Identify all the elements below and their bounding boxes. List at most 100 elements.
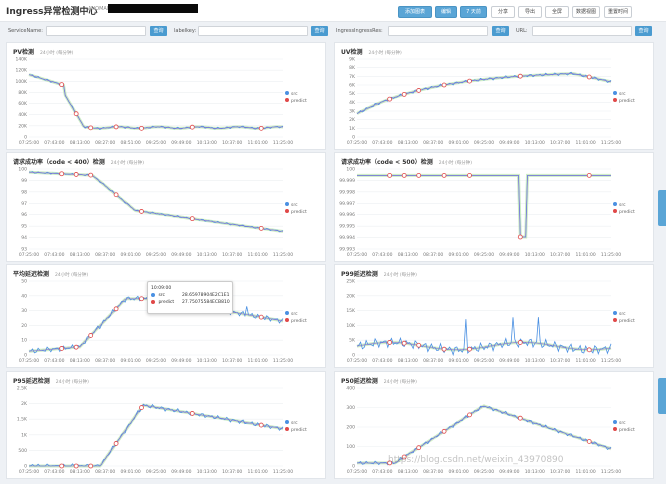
anomaly-marker[interactable] [467, 172, 472, 178]
anomaly-marker[interactable] [139, 125, 144, 131]
anomaly-marker[interactable] [416, 172, 422, 178]
anomaly-marker[interactable] [113, 192, 119, 198]
anomaly-marker[interactable] [113, 124, 119, 130]
anomaly-marker[interactable] [387, 340, 393, 345]
anomaly-marker[interactable] [258, 125, 264, 131]
anomaly-marker[interactable] [387, 460, 393, 466]
anomaly-marker[interactable] [113, 306, 119, 312]
anomaly-marker[interactable] [88, 463, 94, 469]
service-query-button[interactable]: 查询 [150, 26, 167, 36]
anomaly-marker[interactable] [189, 411, 195, 416]
anomaly-marker[interactable] [73, 344, 79, 350]
anomaly-marker[interactable] [88, 333, 94, 338]
anomaly-marker[interactable] [441, 172, 447, 178]
service-name-input[interactable] [46, 26, 146, 36]
src-series-line[interactable] [28, 403, 284, 467]
anomaly-marker[interactable] [59, 82, 65, 88]
anomaly-marker[interactable] [517, 234, 523, 240]
legend-predict[interactable]: predict [613, 209, 643, 216]
legend-predict[interactable]: predict [285, 209, 315, 216]
anomaly-marker[interactable] [467, 412, 472, 418]
legend-src[interactable]: src [285, 311, 315, 318]
anomaly-marker[interactable] [467, 346, 472, 352]
anomaly-marker[interactable] [73, 172, 79, 177]
anomaly-marker[interactable] [401, 454, 407, 460]
anomaly-marker[interactable] [441, 82, 447, 88]
src-series-line[interactable] [357, 175, 611, 238]
anomaly-marker[interactable] [401, 340, 407, 346]
anomaly-marker[interactable] [258, 422, 264, 428]
predict-series-line[interactable] [28, 74, 284, 129]
fullscreen-button[interactable]: 全屏 [545, 6, 569, 18]
anomaly-marker[interactable] [416, 88, 422, 93]
legend-predict[interactable]: predict [285, 98, 315, 105]
reset-time-button[interactable]: 重置时间 [604, 6, 632, 18]
anomaly-marker[interactable] [139, 405, 144, 410]
add-chart-button[interactable]: 添加图表 [398, 6, 432, 18]
legend-src[interactable]: src [285, 91, 315, 98]
legend-predict[interactable]: predict [613, 318, 643, 325]
anomaly-marker[interactable] [517, 73, 523, 79]
anomaly-marker[interactable] [139, 209, 144, 214]
export-button[interactable]: 导出 [518, 6, 542, 18]
url-query-button[interactable]: 查询 [635, 26, 652, 36]
anomaly-marker[interactable] [416, 342, 422, 348]
legend-src[interactable]: src [285, 420, 315, 427]
legend-src[interactable]: src [285, 202, 315, 209]
anomaly-marker[interactable] [586, 74, 592, 80]
anomaly-marker[interactable] [189, 124, 195, 130]
legend-predict[interactable]: predict [285, 318, 315, 325]
label-key-input[interactable] [198, 26, 308, 36]
data-view-button[interactable]: 数据视图 [572, 6, 600, 18]
anomaly-marker[interactable] [73, 463, 79, 469]
legend-predict[interactable]: predict [613, 98, 643, 105]
anomaly-marker[interactable] [517, 340, 523, 345]
anomaly-marker[interactable] [441, 428, 447, 434]
ingress-input[interactable] [388, 26, 488, 36]
anomaly-marker[interactable] [258, 225, 264, 231]
anomaly-marker[interactable] [586, 347, 592, 353]
anomaly-marker[interactable] [401, 91, 407, 97]
predict-series-line[interactable] [356, 342, 612, 351]
anomaly-marker[interactable] [586, 172, 592, 178]
time-range-button[interactable]: 7 天前 [460, 6, 487, 18]
src-series-line[interactable] [28, 74, 284, 130]
predict-series-line[interactable] [357, 175, 611, 238]
url-input[interactable] [532, 26, 632, 36]
legend-src[interactable]: src [613, 420, 643, 427]
anomaly-marker[interactable] [88, 125, 94, 131]
share-button[interactable]: 分享 [491, 6, 515, 18]
ingress-query-button[interactable]: 查询 [492, 26, 509, 36]
side-tab-lower[interactable] [658, 378, 666, 414]
label-query-button[interactable]: 查询 [311, 26, 328, 36]
src-series-line[interactable] [356, 317, 612, 357]
predict-series-line[interactable] [357, 405, 612, 464]
anomaly-marker[interactable] [441, 346, 447, 352]
legend-src[interactable]: src [613, 311, 643, 318]
anomaly-marker[interactable] [139, 296, 144, 302]
predict-series-line[interactable] [28, 171, 284, 232]
anomaly-marker[interactable] [387, 96, 393, 102]
anomaly-marker[interactable] [113, 441, 119, 446]
legend-src[interactable]: src [613, 91, 643, 98]
anomaly-marker[interactable] [401, 172, 407, 178]
predict-series-line[interactable] [356, 73, 612, 114]
anomaly-marker[interactable] [59, 463, 65, 469]
legend-predict[interactable]: predict [285, 427, 315, 434]
side-tab-upper[interactable] [658, 190, 666, 226]
anomaly-marker[interactable] [59, 346, 65, 351]
anomaly-marker[interactable] [189, 216, 195, 222]
anomaly-marker[interactable] [73, 111, 79, 117]
anomaly-marker[interactable] [467, 78, 472, 84]
anomaly-marker[interactable] [88, 172, 94, 178]
edit-button[interactable]: 编辑 [435, 6, 457, 18]
anomaly-marker[interactable] [258, 314, 264, 320]
anomaly-marker[interactable] [517, 415, 523, 421]
anomaly-marker[interactable] [416, 445, 422, 451]
anomaly-marker[interactable] [59, 171, 65, 177]
anomaly-marker[interactable] [586, 439, 592, 444]
legend-predict[interactable]: predict [613, 427, 643, 434]
legend-src[interactable]: src [613, 202, 643, 209]
predict-series-line[interactable] [29, 404, 284, 467]
anomaly-marker[interactable] [387, 172, 393, 178]
